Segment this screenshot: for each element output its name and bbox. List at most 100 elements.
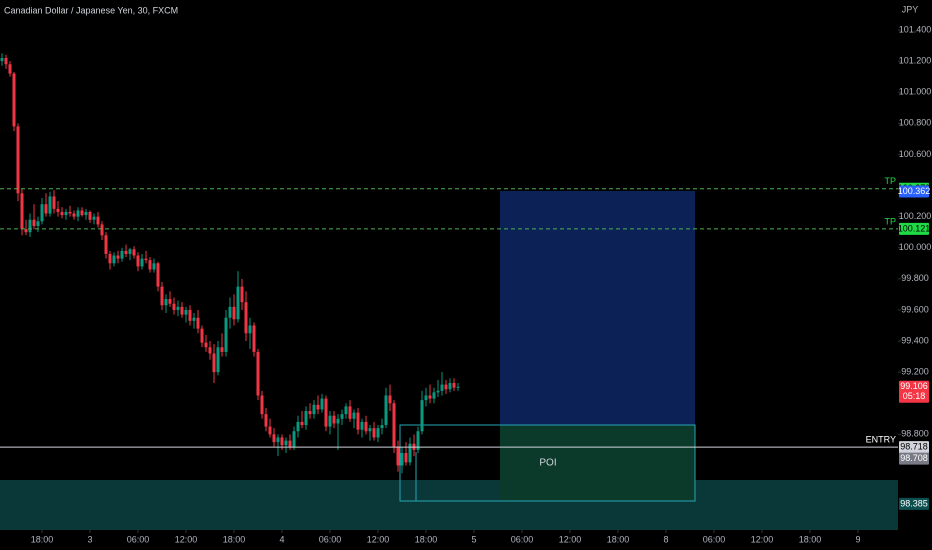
candle-body bbox=[212, 353, 216, 373]
last-price-bg bbox=[899, 380, 929, 403]
candle-body bbox=[24, 229, 28, 233]
candle-body bbox=[424, 395, 428, 401]
axis-price-bg bbox=[899, 185, 929, 198]
y-tick-label: 100.200 bbox=[899, 211, 932, 221]
x-tick-label: 06:00 bbox=[511, 534, 534, 544]
candle-body bbox=[456, 386, 460, 388]
currency-label: JPY bbox=[902, 4, 919, 14]
candle-body bbox=[180, 306, 184, 315]
candle-body bbox=[316, 404, 320, 410]
candle-body bbox=[452, 383, 456, 388]
candle-body bbox=[432, 392, 436, 399]
candle-body bbox=[388, 395, 392, 404]
candle-body bbox=[280, 437, 284, 446]
candle-body bbox=[292, 431, 296, 447]
x-tick-label: 06:00 bbox=[319, 534, 342, 544]
candle-body bbox=[260, 395, 264, 415]
poi-box bbox=[399, 424, 696, 502]
candle-body bbox=[224, 317, 228, 352]
candle-body bbox=[132, 249, 136, 256]
candle-body bbox=[448, 383, 452, 390]
candle-body bbox=[32, 219, 36, 226]
candle-body bbox=[288, 440, 292, 447]
candle-body bbox=[124, 250, 128, 254]
candle-body bbox=[276, 437, 280, 443]
candle-body bbox=[368, 428, 372, 432]
y-tick-label: 99.200 bbox=[901, 367, 929, 377]
candle-body bbox=[320, 398, 324, 410]
candle-body bbox=[76, 210, 80, 217]
candle-body bbox=[40, 204, 44, 222]
candle-body bbox=[372, 428, 376, 438]
level-price-bg bbox=[899, 222, 929, 235]
candle-body bbox=[396, 446, 400, 466]
candle-body bbox=[236, 286, 240, 320]
countdown: 05:18 bbox=[903, 391, 926, 401]
plot bbox=[0, 53, 460, 474]
axis-price-bg bbox=[899, 497, 929, 510]
candle-body bbox=[80, 210, 84, 216]
candle-body bbox=[296, 421, 300, 432]
candle-body bbox=[364, 421, 368, 432]
candle-body bbox=[332, 415, 336, 424]
candle-body bbox=[408, 443, 412, 463]
candle-body bbox=[232, 306, 236, 320]
candle-body bbox=[28, 219, 32, 233]
axis-price: 98.385 bbox=[900, 498, 928, 508]
candle-body bbox=[52, 196, 56, 209]
candle-body bbox=[36, 221, 40, 226]
x-tick-label: 12:00 bbox=[559, 534, 582, 544]
y-tick-label: 99.600 bbox=[901, 304, 929, 314]
candle-body bbox=[428, 395, 432, 399]
candle-body bbox=[92, 216, 96, 220]
candle-body bbox=[340, 414, 344, 419]
candle-body bbox=[84, 211, 88, 216]
candle-body bbox=[444, 384, 448, 390]
candle-body bbox=[188, 309, 192, 321]
candle-body bbox=[88, 211, 92, 220]
y-tick-label: 98.800 bbox=[901, 429, 929, 439]
candle-body bbox=[56, 208, 60, 212]
axis-price-bg bbox=[899, 452, 929, 465]
candle-body bbox=[220, 347, 224, 352]
candle-body bbox=[244, 302, 248, 334]
level-price: 98.718 bbox=[900, 441, 928, 451]
x-tick-label: 18:00 bbox=[799, 534, 822, 544]
candle-body bbox=[208, 347, 212, 354]
candle-body bbox=[272, 434, 276, 443]
candle-body bbox=[360, 421, 364, 430]
x-tick-label: 18:00 bbox=[607, 534, 630, 544]
candle-body bbox=[104, 235, 108, 254]
candle-body bbox=[200, 328, 204, 343]
candle-body bbox=[400, 453, 404, 466]
candle-body bbox=[344, 406, 348, 415]
candle-body bbox=[216, 347, 220, 373]
chart-title: Canadian Dollar / Japanese Yen, 30, FXCM bbox=[4, 5, 178, 15]
candle-body bbox=[264, 414, 268, 427]
candle-body bbox=[68, 211, 72, 214]
candle-body bbox=[300, 421, 304, 426]
y-tick-label: 99.800 bbox=[901, 273, 929, 283]
candle-body bbox=[108, 253, 112, 264]
x-tick-label: 18:00 bbox=[415, 534, 438, 544]
candle-body bbox=[60, 211, 64, 216]
candle-body bbox=[152, 263, 156, 270]
candle-body bbox=[64, 211, 68, 216]
y-tick-label: 101.000 bbox=[899, 87, 932, 97]
x-tick-label: 18:00 bbox=[223, 534, 246, 544]
candle-body bbox=[252, 325, 256, 352]
candle-body bbox=[112, 255, 116, 264]
candle-body bbox=[308, 411, 312, 415]
candle-body bbox=[100, 224, 104, 236]
candle-body bbox=[204, 342, 208, 348]
x-tick-label: 3 bbox=[87, 534, 92, 544]
y-tick-label: 101.200 bbox=[899, 55, 932, 65]
candle-body bbox=[284, 440, 288, 446]
candle-body bbox=[176, 306, 180, 310]
y-tick-label: 99.400 bbox=[901, 335, 929, 345]
axis-price: 100.362 bbox=[898, 186, 931, 196]
candle-body bbox=[328, 415, 332, 427]
x-tick-label: 5 bbox=[471, 534, 476, 544]
level-name: ENTRY bbox=[866, 434, 896, 444]
